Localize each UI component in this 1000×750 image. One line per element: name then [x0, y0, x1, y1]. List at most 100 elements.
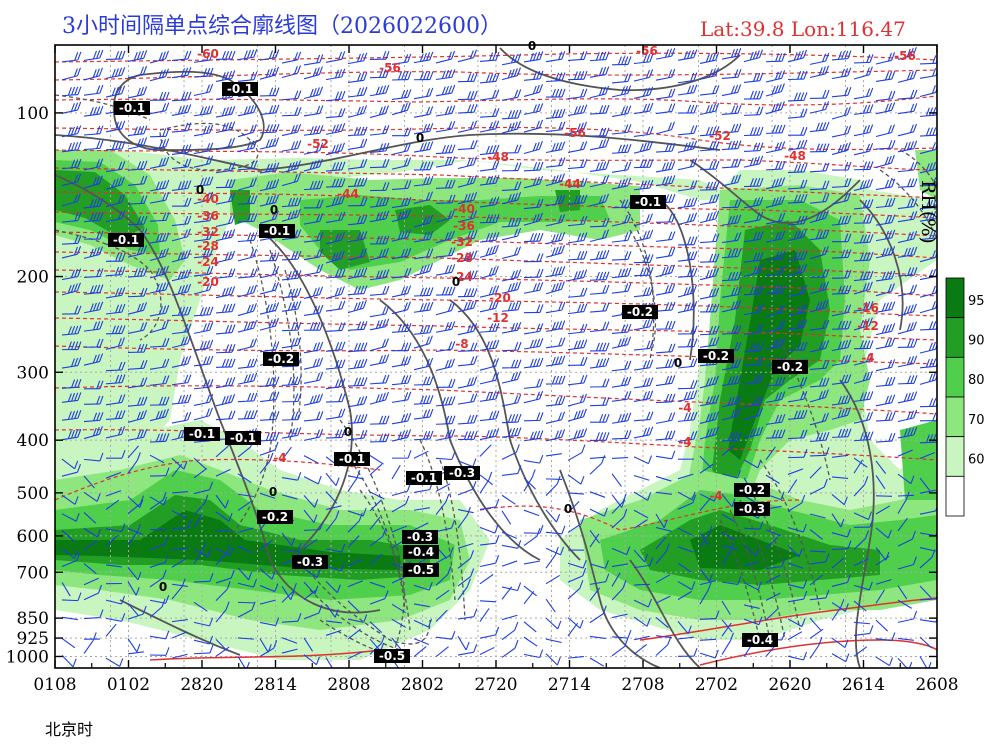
- wind-barb: [457, 480, 477, 496]
- wind-barb: [171, 91, 192, 102]
- wind-barb: [457, 342, 478, 352]
- wind-barb: [105, 490, 122, 497]
- wind-barb: [721, 199, 742, 209]
- wind-barb: [303, 86, 324, 100]
- wind-barb: [237, 195, 258, 205]
- wind-barb: [523, 525, 544, 534]
- wind-barb: [479, 322, 500, 333]
- wind-barb: [567, 303, 588, 315]
- wind-barb: [831, 602, 849, 612]
- velocity-contour-label: -0.2: [622, 305, 658, 319]
- wind-barb: [567, 656, 584, 659]
- wind-barb: [655, 301, 676, 312]
- wind-barb: [369, 125, 390, 136]
- wind-barb: [105, 253, 126, 262]
- wind-barb: [215, 544, 231, 566]
- wind-barb: [61, 193, 81, 207]
- wind-barb: [787, 429, 808, 440]
- temperature-contour-label: -16: [857, 301, 879, 315]
- wind-barb: [589, 529, 600, 544]
- wind-barb: [743, 426, 764, 439]
- wind-barb: [259, 391, 280, 403]
- wind-barb: [259, 210, 279, 224]
- wind-barb: [435, 519, 456, 533]
- colorbar-tick-label: 70: [968, 413, 985, 428]
- velocity-contour-label: -0.1: [630, 195, 666, 209]
- wind-barb: [567, 323, 588, 335]
- temperature-contour-label: -4: [709, 489, 722, 503]
- wind-barb: [699, 649, 719, 659]
- wind-barb: [237, 500, 252, 511]
- wind-barb: [677, 430, 698, 442]
- wind-barb: [721, 174, 742, 187]
- wind-barb: [281, 613, 302, 623]
- wind-barb: [677, 180, 698, 192]
- wind-barb: [501, 494, 516, 505]
- wind-barb: [677, 197, 698, 209]
- wind-barb: [325, 429, 346, 439]
- wind-barb: [523, 590, 535, 605]
- wind-barb: [545, 88, 566, 98]
- wind-barb: [897, 198, 918, 210]
- wind-barb: [699, 51, 720, 64]
- wind-barb: [391, 209, 411, 223]
- wind-barb: [501, 246, 522, 260]
- wind-barb: [787, 494, 806, 512]
- wind-barb: [325, 250, 345, 264]
- wind-barb: [105, 657, 124, 667]
- wind-barb: [149, 569, 167, 588]
- wind-barb: [83, 284, 104, 295]
- wind-barb: [237, 601, 255, 604]
- wind-barb: [545, 453, 562, 457]
- wind-barb: [347, 429, 368, 441]
- wind-barb: [127, 137, 148, 150]
- wind-barb: [501, 586, 513, 600]
- wind-barb: [479, 300, 500, 313]
- wind-barb: [237, 303, 257, 317]
- wind-barb: [567, 194, 588, 205]
- y-tick-label: 600: [17, 527, 49, 547]
- wind-barb: [149, 265, 169, 279]
- wind-barb: [501, 560, 518, 567]
- wind-barb: [875, 432, 896, 443]
- wind-barb: [875, 555, 890, 566]
- wind-barb: [435, 286, 456, 296]
- wind-barb: [149, 138, 170, 151]
- wind-barb: [589, 66, 610, 78]
- wind-barb: [611, 430, 632, 440]
- wind-barb: [523, 390, 544, 404]
- wind-barb: [259, 452, 274, 474]
- wind-barb: [501, 639, 519, 658]
- wind-barb: [765, 212, 786, 225]
- wind-barb: [655, 635, 672, 639]
- temperature-contour-label: -4: [678, 401, 691, 415]
- wind-barb: [193, 393, 214, 406]
- wind-barb: [61, 282, 81, 296]
- wind-barb: [303, 232, 324, 243]
- wind-barb: [413, 231, 434, 243]
- velocity-contour-label: 0: [196, 183, 204, 197]
- temperature-contour-label: -24: [451, 270, 473, 284]
- wind-barb: [721, 123, 742, 134]
- wind-barb: [457, 191, 478, 205]
- wind-barb: [501, 540, 522, 549]
- wind-barb: [545, 265, 566, 278]
- wind-barb: [413, 603, 430, 608]
- wind-barb: [809, 478, 828, 495]
- wind-barb: [479, 244, 499, 258]
- wind-barb: [831, 653, 850, 663]
- wind-barb: [721, 469, 741, 479]
- wind-barb: [149, 528, 167, 531]
- wind-barb: [435, 646, 449, 658]
- wind-barb: [61, 494, 79, 505]
- wind-barb: [743, 155, 764, 168]
- x-tick-label: 2720: [474, 675, 517, 695]
- velocity-contour-label: 0: [159, 580, 167, 594]
- wind-barb: [215, 286, 236, 299]
- wind-barb: [545, 337, 566, 349]
- wind-barb: [677, 380, 698, 390]
- wind-barb: [545, 617, 562, 630]
- wind-barb: [787, 92, 808, 102]
- wind-barb: [919, 636, 933, 649]
- wind-barb: [633, 426, 654, 439]
